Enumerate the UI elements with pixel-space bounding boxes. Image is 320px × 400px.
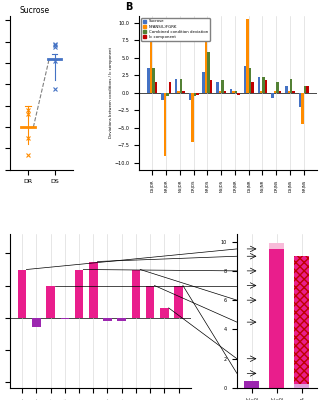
- Bar: [274, 91, 276, 93]
- Bar: [210, 80, 212, 93]
- Bar: [89, 262, 98, 318]
- Bar: [196, 93, 199, 95]
- Bar: [146, 286, 155, 318]
- Bar: [147, 68, 150, 93]
- Bar: [265, 80, 268, 93]
- Bar: [182, 91, 185, 93]
- Bar: [32, 318, 41, 327]
- Bar: [46, 286, 55, 318]
- Bar: [205, 20, 207, 93]
- Legend: Sucrose, NFANS(L)FGRK, Combined condition deviation, Ic component: Sucrose, NFANS(L)FGRK, Combined conditio…: [141, 18, 210, 40]
- Text: B: B: [125, 2, 132, 12]
- Bar: [258, 77, 260, 93]
- Bar: [262, 77, 265, 93]
- Bar: [260, 91, 262, 93]
- Bar: [175, 79, 177, 93]
- Bar: [152, 68, 155, 93]
- Bar: [237, 93, 240, 95]
- Bar: [60, 318, 69, 319]
- Bar: [269, 243, 284, 249]
- Bar: [301, 93, 304, 124]
- Bar: [271, 93, 274, 98]
- Bar: [292, 91, 295, 93]
- Bar: [244, 381, 260, 388]
- Bar: [285, 86, 288, 93]
- Bar: [177, 91, 180, 93]
- Bar: [18, 270, 26, 318]
- Bar: [299, 93, 301, 107]
- Bar: [161, 93, 164, 100]
- Bar: [194, 93, 196, 96]
- Bar: [174, 286, 183, 318]
- Bar: [150, 20, 152, 93]
- Bar: [288, 91, 290, 93]
- Bar: [249, 68, 251, 93]
- Bar: [294, 256, 309, 388]
- Bar: [235, 91, 237, 93]
- Bar: [276, 82, 279, 93]
- Bar: [191, 93, 194, 142]
- Bar: [294, 256, 309, 388]
- Bar: [232, 91, 235, 93]
- Bar: [132, 270, 140, 318]
- Bar: [155, 82, 157, 93]
- Bar: [269, 249, 284, 388]
- Bar: [160, 308, 169, 318]
- Bar: [75, 270, 83, 318]
- Bar: [219, 91, 221, 93]
- Bar: [279, 91, 281, 93]
- Text: Sucrose: Sucrose: [19, 6, 49, 15]
- Bar: [166, 93, 169, 96]
- Bar: [306, 86, 309, 93]
- Bar: [224, 91, 226, 93]
- Bar: [246, 20, 249, 93]
- Y-axis label: Deviations between conditions / Ic component: Deviations between conditions / Ic compo…: [109, 47, 113, 138]
- Bar: [117, 318, 126, 321]
- Bar: [180, 79, 182, 93]
- Bar: [294, 384, 309, 388]
- Bar: [103, 318, 112, 321]
- Bar: [189, 93, 191, 100]
- Bar: [216, 82, 219, 93]
- Bar: [207, 52, 210, 93]
- Bar: [230, 89, 232, 93]
- Bar: [304, 86, 306, 93]
- Bar: [244, 66, 246, 93]
- Bar: [203, 72, 205, 93]
- Bar: [169, 82, 171, 93]
- Bar: [251, 82, 254, 93]
- Bar: [164, 93, 166, 156]
- Bar: [290, 79, 292, 93]
- Bar: [221, 80, 224, 93]
